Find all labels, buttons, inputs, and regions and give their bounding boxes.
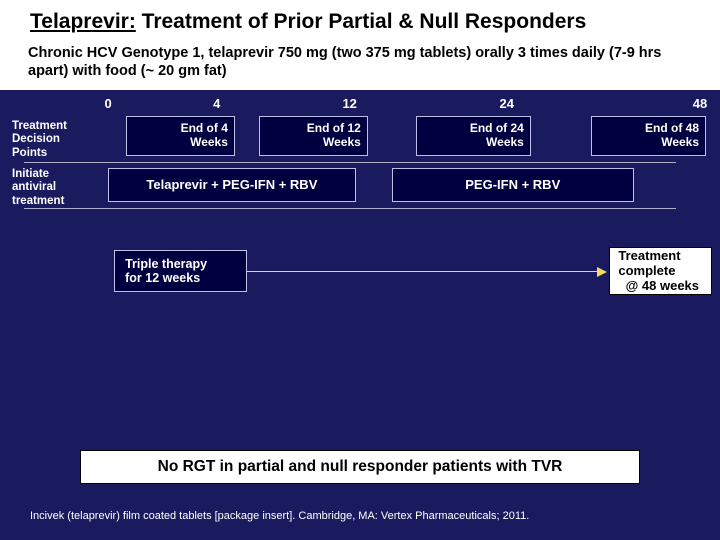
slide: Telaprevir: Treatment of Prior Partial &… xyxy=(0,0,720,540)
title-rest: Treatment of Prior Partial & Null Respon… xyxy=(136,10,586,33)
row-labels: Treatment Decision Points Initiate antiv… xyxy=(12,94,96,264)
dp-line: End of 4 xyxy=(181,122,228,136)
dp-box-week24: End of 24 Weeks xyxy=(416,116,531,156)
complete-line: @ 48 weeks xyxy=(618,279,699,294)
dp-line: End of 48 xyxy=(645,122,699,136)
phase-label: PEG-IFN + RBV xyxy=(465,178,560,193)
title-underlined: Telaprevir: xyxy=(30,10,136,33)
divider xyxy=(24,162,676,163)
phase-dual: PEG-IFN + RBV xyxy=(392,168,634,202)
tick-12: 12 xyxy=(342,96,356,111)
arrow-head-icon xyxy=(597,267,607,277)
bottom-note: No RGT in partial and null responder pat… xyxy=(80,450,640,484)
row-label-initiate: Initiate antiviral treatment xyxy=(12,168,96,208)
tick-4: 4 xyxy=(213,96,220,111)
dp-box-week12: End of 12 Weeks xyxy=(259,116,368,156)
row-label-decision: Treatment Decision Points xyxy=(12,120,96,160)
phase-triple: Telaprevir + PEG-IFN + RBV xyxy=(108,168,356,202)
dp-line: Weeks xyxy=(190,136,228,150)
tick-24: 24 xyxy=(499,96,513,111)
triple-line: Triple therapy xyxy=(125,257,207,271)
treatment-complete-box: Treatment complete @ 48 weeks xyxy=(609,247,712,295)
timeline-area: Treatment Decision Points Initiate antiv… xyxy=(12,94,700,264)
complete-line: complete xyxy=(618,264,675,279)
citation: Incivek (telaprevir) film coated tablets… xyxy=(30,510,690,522)
phase-label: Telaprevir + PEG-IFN + RBV xyxy=(146,178,317,193)
title-band: Telaprevir: Treatment of Prior Partial &… xyxy=(0,0,720,40)
complete-line: Treatment xyxy=(618,249,680,264)
dp-line: Weeks xyxy=(661,136,699,150)
triple-therapy-box: Triple therapy for 12 weeks xyxy=(114,250,247,292)
divider xyxy=(24,208,676,209)
triple-line: for 12 weeks xyxy=(125,271,200,285)
tick-0: 0 xyxy=(104,96,111,111)
dp-box-week48: End of 48 Weeks xyxy=(591,116,706,156)
arrow-to-complete xyxy=(247,271,597,272)
page-title: Telaprevir: Treatment of Prior Partial &… xyxy=(30,10,690,34)
dp-line: End of 12 xyxy=(307,122,361,136)
dp-box-week4: End of 4 Weeks xyxy=(126,116,235,156)
dp-line: Weeks xyxy=(486,136,524,150)
dp-line: Weeks xyxy=(323,136,361,150)
tick-48: 48 xyxy=(693,96,707,111)
dp-line: End of 24 xyxy=(470,122,524,136)
subtitle: Chronic HCV Genotype 1, telaprevir 750 m… xyxy=(0,40,720,90)
